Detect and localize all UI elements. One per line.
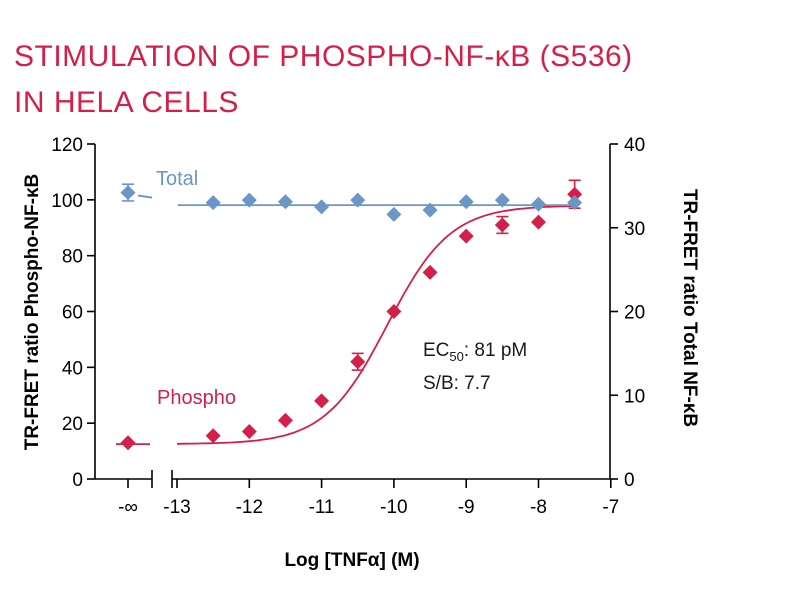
phospho-data-point	[277, 412, 293, 428]
total-data-point	[205, 195, 221, 211]
ec50-value: : 81 pM	[464, 340, 527, 361]
right-y-tick-label: 10	[624, 386, 645, 407]
phospho-data-point	[567, 186, 583, 202]
phospho-data-point	[531, 214, 546, 230]
right-y-tick-label: 30	[624, 219, 645, 240]
left-y-tick-label: 100	[51, 191, 83, 212]
left-y-tick-label: 0	[72, 470, 83, 491]
total-data-point	[458, 194, 474, 210]
left-y-tick-label: 120	[51, 135, 83, 156]
ec50-prefix: EC	[423, 340, 449, 361]
x-tick-label: -9	[458, 497, 475, 518]
total-data-point	[120, 185, 136, 201]
series-label-phospho: Phospho	[157, 387, 236, 409]
signal-to-background-annotation: S/B: 7.7	[423, 373, 491, 394]
chart-title-line-1: STIMULATION OF PHOSPHO-NF-κB (S536)	[14, 40, 633, 73]
phospho-data-point	[350, 354, 366, 370]
data-points-group	[120, 179, 583, 451]
left-y-tick-label: 80	[62, 247, 83, 268]
right-y-tick-label: 20	[624, 303, 645, 324]
total-data-point	[531, 196, 546, 212]
x-tick-label: -13	[163, 497, 190, 518]
total-data-point	[277, 194, 293, 210]
phospho-data-point	[422, 264, 438, 280]
ec50-subscript: 50	[449, 349, 463, 364]
total-data-point	[422, 202, 438, 218]
x-tick-label: -10	[380, 497, 407, 518]
x-axis-label: Log [TNFα] (M)	[284, 550, 419, 571]
phospho-fit-curve	[177, 205, 575, 445]
left-y-tick-label: 40	[62, 358, 83, 379]
total-data-point	[314, 199, 330, 215]
ticks-group: 0 20 40 60 80 100 120 0 10 20 30 40 -∞ -13 -12 -11 -10 -9…	[51, 135, 645, 518]
x-tick-label: -∞	[118, 497, 138, 518]
phospho-data-point	[241, 424, 257, 440]
phospho-data-point	[458, 228, 474, 244]
chart-title: STIMULATION OF PHOSPHO-NF-κB (S536) IN H…	[14, 34, 633, 126]
x-tick-label: -8	[530, 497, 547, 518]
left-y-tick-label: 60	[62, 303, 83, 324]
total-data-point	[494, 192, 510, 208]
phospho-data-point	[386, 304, 402, 319]
total-data-point	[241, 192, 257, 208]
axes-group	[94, 144, 611, 488]
x-tick-label: -12	[236, 497, 263, 518]
right-y-axis-label: TR-FRET ratio Total NF-κB	[679, 189, 700, 427]
phospho-data-point	[205, 428, 221, 444]
series-label-total: Total	[156, 168, 198, 190]
total-data-point	[567, 195, 583, 211]
total-baseline-segment	[137, 194, 153, 199]
x-tick-label: -7	[602, 497, 619, 518]
total-data-point	[386, 206, 402, 222]
chart-title-line-2: IN HELA CELLS	[14, 86, 239, 119]
total-data-point	[350, 192, 366, 208]
right-y-tick-label: 40	[624, 135, 645, 156]
right-y-tick-label: 0	[624, 470, 635, 491]
phospho-data-point	[120, 435, 136, 451]
left-y-tick-label: 20	[62, 414, 83, 435]
ec50-annotation: EC50: 81 pM	[423, 340, 527, 364]
phospho-data-point	[494, 217, 510, 233]
x-tick-label: -11	[309, 497, 335, 518]
phospho-data-point	[314, 393, 330, 409]
left-y-axis-label: TR-FRET ratio Phospho-NF-κB	[22, 174, 43, 451]
